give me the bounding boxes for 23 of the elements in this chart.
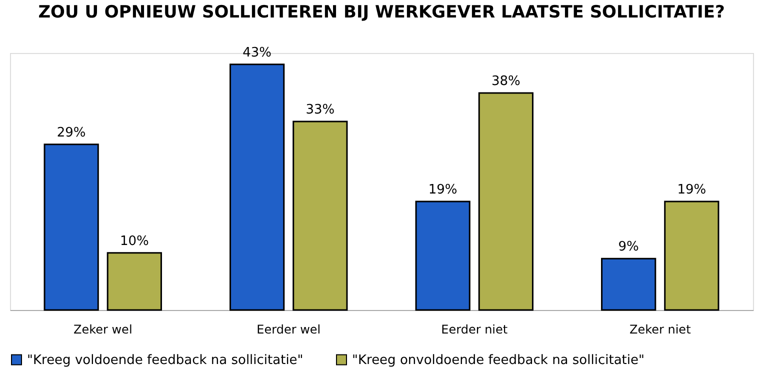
x-tick-label: Eerder niet (441, 322, 508, 336)
data-label: 9% (618, 240, 639, 255)
x-tick-label: Eerder wel (256, 322, 321, 336)
legend-label: "Kreeg voldoende feedback na sollicitatie" (27, 352, 304, 368)
bar (478, 92, 534, 311)
bar (44, 144, 99, 311)
data-label: 38% (491, 74, 520, 89)
chart-title: ZOU U OPNIEUW SOLLICITEREN BIJ WERKGEVER LAATSTE SOLLICITATIE? (38, 2, 725, 22)
bar (415, 200, 470, 311)
bar (292, 120, 348, 311)
bar (230, 64, 285, 311)
x-tick-label: Zeker wel (73, 322, 132, 336)
bar (664, 200, 720, 311)
data-label: 19% (677, 182, 706, 198)
x-tick-label: Zeker niet (629, 322, 692, 336)
bar (106, 252, 162, 311)
data-label: 10% (120, 234, 149, 249)
bar (601, 258, 656, 311)
data-label: 33% (306, 102, 335, 118)
data-label: 29% (56, 125, 86, 140)
data-label: 43% (242, 45, 272, 60)
data-label: 19% (428, 182, 458, 198)
legend-label: "Kreeg onvoldoende feedback na sollicitatie" (352, 352, 644, 368)
